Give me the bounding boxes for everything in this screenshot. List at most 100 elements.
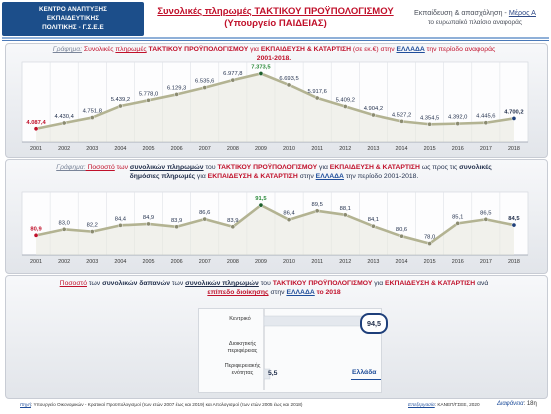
panel1-label: Γράφημα: bbox=[52, 46, 83, 53]
x-tick-label: 2012 bbox=[339, 259, 351, 265]
data-label: 91,5 bbox=[255, 196, 267, 202]
x-tick-label: 2012 bbox=[339, 146, 351, 152]
data-label: 7.373,5 bbox=[251, 64, 271, 70]
panel3-t3: συνολικών δαπανών bbox=[102, 280, 171, 287]
x-tick-label: 2010 bbox=[283, 259, 295, 265]
data-point bbox=[258, 71, 264, 76]
logo-line-1: ΚΕΝΤΡΟ ΑΝΑΠΤΥΞΗΣ bbox=[39, 6, 107, 13]
footer-elaboration: Επεξεργασία: ΚΑΝΕΠ/ΓΣΕΕ, 2020 bbox=[408, 402, 480, 407]
report-part-link: Μέρος Α bbox=[508, 8, 536, 17]
data-point bbox=[427, 241, 432, 246]
data-label: 84,5 bbox=[508, 216, 520, 222]
bar-data-label: 94,5 bbox=[360, 313, 388, 334]
data-point bbox=[89, 229, 95, 234]
report-subtitle: το ευρωπαϊκό πλαίσιο αναφοράς bbox=[427, 19, 523, 26]
data-label: 82,2 bbox=[87, 223, 98, 229]
data-point bbox=[33, 232, 39, 238]
x-tick-label: 2004 bbox=[114, 146, 126, 152]
data-point bbox=[483, 217, 489, 222]
data-label: 5.778,0 bbox=[139, 91, 158, 97]
data-label: 6.535,6 bbox=[195, 79, 214, 85]
data-label: 6.693,5 bbox=[279, 76, 298, 82]
data-point bbox=[202, 216, 208, 222]
data-label: 86,5 bbox=[480, 210, 491, 216]
panel2-t9: συνολικές bbox=[459, 164, 492, 171]
data-point bbox=[174, 92, 179, 97]
panel3-t2: των bbox=[86, 280, 103, 287]
data-label: 4.445,6 bbox=[476, 114, 495, 120]
data-point bbox=[314, 208, 320, 214]
data-label: 84,1 bbox=[368, 217, 379, 223]
data-point bbox=[33, 126, 39, 132]
data-point bbox=[455, 121, 461, 126]
panel1-t4: για bbox=[248, 46, 261, 53]
panel3-t14: το 2018 bbox=[314, 289, 341, 296]
data-point bbox=[286, 82, 292, 88]
data-label: 83,9 bbox=[227, 218, 238, 224]
x-tick-label: 2016 bbox=[452, 146, 464, 152]
panel2-t2: των bbox=[114, 164, 130, 171]
x-tick-label: 2014 bbox=[396, 146, 408, 152]
data-label: 85,1 bbox=[452, 214, 463, 220]
x-tick-label: 2017 bbox=[480, 146, 492, 152]
slide-title-line-1: Συνολικές πληρωμές ΤΑΚΤΙΚΟΥ ΠΡΟΫΠΟΛΟΓΙΣΜ… bbox=[157, 6, 394, 17]
footer-source: Πηγή: Υπουργείο Οικονομικών - Κρατικοί Π… bbox=[20, 402, 302, 407]
panel2-t12: ΕΚΠΑΙΔΕΥΣΗ & ΚΑΤΑΡΤΙΣΗ bbox=[207, 173, 298, 180]
data-point bbox=[511, 222, 517, 228]
data-label: 80,9 bbox=[30, 226, 42, 232]
x-tick-label: 2004 bbox=[114, 259, 126, 265]
panel3-t5: συνολικών πληρωμών bbox=[185, 280, 259, 287]
panel3-t7: ΤΑΚΤΙΚΟΥ ΠΡΟΫΠΟΛΟΓΙΣΜΟΥ bbox=[272, 280, 373, 287]
panel3-t8: για bbox=[372, 280, 386, 287]
panel1-t2: πληρωμές bbox=[115, 46, 147, 53]
x-tick-label: 2002 bbox=[58, 146, 70, 152]
panel2-t6: για bbox=[317, 164, 330, 171]
data-label: 83,9 bbox=[171, 218, 182, 224]
panel1-t6: (σε εκ.€) στην bbox=[351, 46, 397, 53]
x-tick-label: 2005 bbox=[143, 259, 155, 265]
panel1-title: Γράφημα: Συνολικές πληρωμές ΤΑΚΤΙΚΟΥ ΠΡΟ… bbox=[14, 45, 534, 63]
data-point bbox=[230, 77, 236, 83]
panel3-t6: του bbox=[258, 280, 273, 287]
x-tick-label: 2018 bbox=[508, 146, 520, 152]
data-label: 6.129,3 bbox=[167, 85, 186, 91]
x-tick-label: 2008 bbox=[227, 259, 239, 265]
data-label: 84,4 bbox=[115, 216, 127, 222]
data-label: 6.977,8 bbox=[223, 71, 242, 77]
x-tick-label: 2009 bbox=[255, 146, 267, 152]
series-area bbox=[36, 205, 514, 255]
data-point bbox=[230, 224, 236, 230]
data-point bbox=[371, 223, 376, 229]
footer-slide-text: : 18η bbox=[523, 401, 537, 407]
data-point bbox=[371, 112, 376, 118]
data-label: 4.087,4 bbox=[26, 120, 46, 126]
x-tick-label: 2013 bbox=[367, 259, 379, 265]
bar-category-label: Διοικητικής περιφέρειας bbox=[227, 341, 258, 354]
panel3-title: Ποσοστό των συνολικών δαπανών των συνολι… bbox=[14, 279, 534, 297]
x-tick-label: 2003 bbox=[86, 259, 98, 265]
series-line bbox=[35, 72, 515, 131]
panel1-t9: 2001-2018. bbox=[256, 55, 292, 62]
report-title-prefix: Εκπαίδευση & απασχόληση - bbox=[414, 8, 509, 17]
x-tick-label: 2006 bbox=[171, 259, 183, 265]
x-tick-label: 2013 bbox=[367, 146, 379, 152]
x-tick-label: 2018 bbox=[508, 259, 520, 265]
x-tick-label: 2010 bbox=[283, 146, 295, 152]
panel2-t1: Ποσοστό bbox=[85, 164, 115, 171]
report-title: Εκπαίδευση & απασχόληση - Μέρος Α bbox=[402, 8, 548, 17]
panel1-t3: ΤΑΚΤΙΚΟΥ ΠΡΟΫΠΟΛΟΓΙΣΜΟΥ bbox=[146, 46, 249, 53]
data-point bbox=[342, 212, 348, 218]
series-area bbox=[36, 73, 514, 142]
footer-slide-number: Διαφάνεια: 18η bbox=[497, 401, 537, 407]
panel2-t7: ΕΚΠΑΙΔΕΥΣΗ & ΚΑΤΑΡΤΙΣΗ bbox=[329, 164, 420, 171]
series-line bbox=[35, 203, 515, 245]
data-label: 5.439,2 bbox=[111, 97, 130, 103]
x-tick-label: 2008 bbox=[227, 146, 239, 152]
data-point bbox=[61, 120, 67, 126]
x-tick-label: 2007 bbox=[199, 259, 211, 265]
data-point bbox=[202, 85, 208, 90]
panel1-t8: την περίοδο αναφοράς bbox=[424, 46, 496, 53]
logo-line-3: ΠΟΛΙΤΙΚΗΣ - Γ.Σ.Ε.Ε bbox=[42, 24, 104, 31]
